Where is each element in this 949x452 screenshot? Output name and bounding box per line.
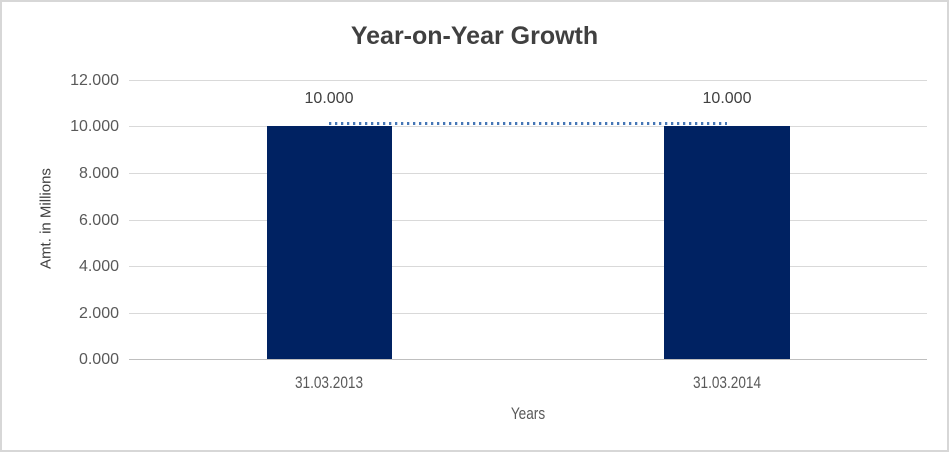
chart-title: Year-on-Year Growth <box>350 22 599 50</box>
y-tick-label: 0.000 <box>78 351 119 368</box>
x-category-label-2014: 31.03.2014 <box>692 373 762 392</box>
y-tick-label: 6.000 <box>78 212 119 229</box>
bar-31-03-2014 <box>664 126 790 359</box>
plot-area: 10.000 10.000 <box>129 80 927 360</box>
gridline-4000 <box>129 266 927 267</box>
gridline-6000 <box>129 220 927 221</box>
data-label-2013: 10.000 <box>304 90 354 107</box>
dotted-trendline <box>329 122 727 125</box>
x-axis-line <box>129 359 927 360</box>
x-axis-title: Years <box>510 404 546 423</box>
data-label-2014: 10.000 <box>702 90 752 107</box>
y-tick-label: 10.000 <box>70 118 119 135</box>
gridline-12000 <box>129 80 927 81</box>
gridline-10000 <box>129 126 927 127</box>
y-tick-label: 8.000 <box>78 165 119 182</box>
y-axis-title: Amt. in Millions <box>37 168 55 269</box>
x-category-label-2013: 31.03.2013 <box>294 373 364 392</box>
y-tick-label: 4.000 <box>78 258 119 275</box>
y-tick-label: 12.000 <box>70 72 119 89</box>
bar-31-03-2013 <box>267 126 392 359</box>
y-tick-label: 2.000 <box>78 305 119 322</box>
gridline-2000 <box>129 313 927 314</box>
gridline-8000 <box>129 173 927 174</box>
